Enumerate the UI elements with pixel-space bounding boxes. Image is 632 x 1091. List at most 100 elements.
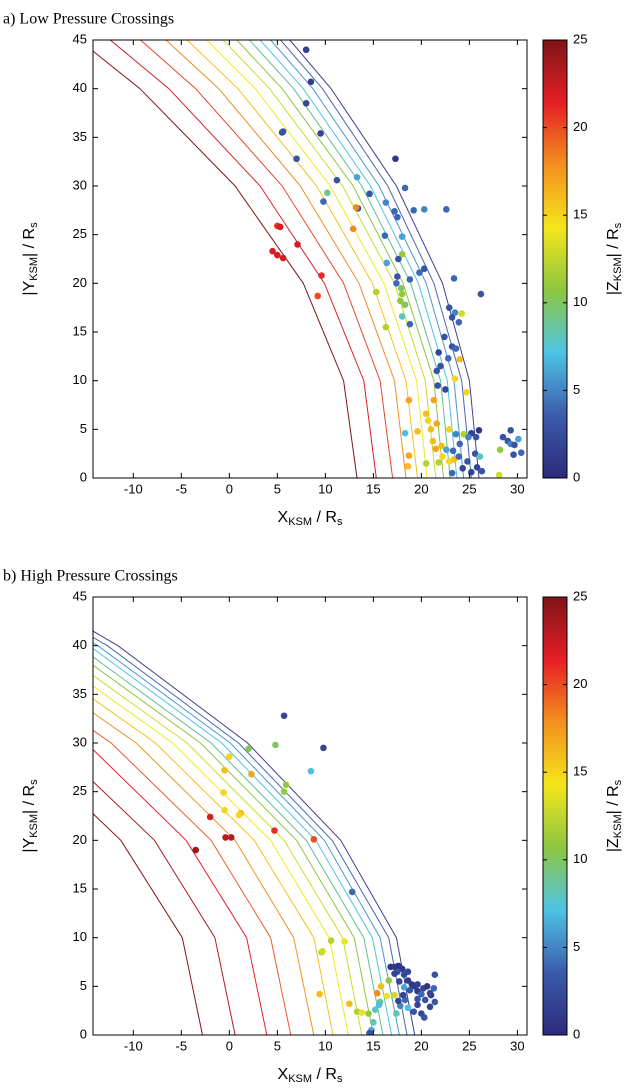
crossing-point xyxy=(443,446,450,454)
points xyxy=(192,712,439,1035)
crossing-point xyxy=(391,208,398,215)
y-tick-label: 20 xyxy=(73,275,87,290)
crossing-point xyxy=(431,998,439,1006)
colorbar-tick-label: 20 xyxy=(573,676,587,691)
crossing-point xyxy=(455,318,463,326)
crossing-point xyxy=(406,276,414,283)
crossing-point xyxy=(438,442,445,450)
y-tick-label: 40 xyxy=(73,80,87,95)
crossing-point xyxy=(414,995,421,1003)
y-tick-label: 25 xyxy=(73,226,87,241)
plot-frame xyxy=(92,596,528,1036)
colorbar xyxy=(542,39,568,479)
crossing-point xyxy=(478,467,486,475)
crossing-point xyxy=(433,420,441,427)
crossing-point xyxy=(414,1001,421,1009)
crossing-point xyxy=(393,1010,400,1017)
crossing-point xyxy=(381,232,389,239)
crossing-point xyxy=(395,255,402,263)
model-curve xyxy=(93,50,358,478)
crossing-point xyxy=(280,788,288,795)
crossing-point xyxy=(410,1008,417,1015)
crossing-point xyxy=(404,968,412,976)
crossing-point xyxy=(511,441,518,449)
crossing-point xyxy=(352,204,360,211)
y-tick-label: 40 xyxy=(73,637,87,652)
crossing-point xyxy=(302,46,310,54)
crossing-point xyxy=(471,450,479,457)
crossing-point xyxy=(393,280,400,287)
x-tick-label: 25 xyxy=(462,481,476,496)
x-tick-label: 5 xyxy=(274,481,281,496)
model-curve xyxy=(93,674,363,1035)
crossing-point xyxy=(437,362,444,370)
crossing-point xyxy=(496,446,504,454)
crossing-point xyxy=(445,426,453,433)
crossing-point xyxy=(476,453,484,460)
points xyxy=(269,46,525,478)
crossing-point xyxy=(456,355,464,363)
plot-area xyxy=(93,597,527,1035)
axis-label: XKSM / Rs xyxy=(278,1066,343,1085)
y-tick-label: 10 xyxy=(73,929,87,944)
crossing-point xyxy=(441,333,448,341)
x-tick-label: 0 xyxy=(226,1038,233,1053)
axis-label: |ZKSM| / Rs xyxy=(605,779,624,852)
crossing-point xyxy=(279,254,287,262)
crossing-point xyxy=(472,433,480,441)
x-tick-label: 0 xyxy=(226,481,233,496)
crossing-point xyxy=(404,463,412,470)
y-tick-label: 35 xyxy=(73,129,87,144)
model-curve xyxy=(93,664,374,1035)
model-curve xyxy=(93,748,268,1035)
crossing-point xyxy=(307,767,315,775)
crossing-point xyxy=(274,251,281,259)
y-tick-label: 45 xyxy=(73,588,87,603)
x-tick-label: 20 xyxy=(414,1038,428,1053)
crossing-point xyxy=(222,834,229,841)
plot-area xyxy=(93,40,527,478)
crossing-point xyxy=(517,449,525,456)
crossing-point xyxy=(420,206,428,213)
crossing-point xyxy=(272,741,279,749)
colorbar-tick-label: 0 xyxy=(573,469,580,484)
x-tick-label: 15 xyxy=(366,1038,380,1053)
crossing-point xyxy=(416,269,423,276)
crossing-point xyxy=(452,345,460,352)
axis-label: |YKSM| / Rs xyxy=(21,779,40,853)
crossing-point xyxy=(463,389,470,396)
crossing-point xyxy=(317,130,324,137)
crossing-point xyxy=(383,259,391,267)
crossing-point xyxy=(431,971,439,978)
crossing-point xyxy=(420,265,428,273)
crossing-point xyxy=(401,184,409,192)
crossing-point xyxy=(391,991,398,999)
crossing-point xyxy=(377,983,385,990)
crossing-point xyxy=(406,320,414,328)
crossing-point xyxy=(318,272,325,279)
crossing-point xyxy=(346,1000,353,1008)
crossing-point xyxy=(394,273,401,280)
crossing-point xyxy=(426,989,434,997)
crossing-point xyxy=(349,225,357,233)
crossing-point xyxy=(430,396,438,404)
crossing-point xyxy=(227,834,235,841)
crossing-point xyxy=(365,1010,372,1017)
crossing-point xyxy=(445,304,453,311)
axis-label: |YKSM| / Rs xyxy=(21,222,40,296)
crossing-point xyxy=(452,430,460,438)
crossing-point xyxy=(269,247,276,255)
colorbar-tick-label: 5 xyxy=(573,382,580,397)
crossing-point xyxy=(510,451,517,458)
crossing-point xyxy=(429,437,437,445)
crossing-point xyxy=(371,1006,379,1013)
crossing-point xyxy=(414,981,421,988)
crossing-point xyxy=(320,744,327,752)
x-tick-label: 15 xyxy=(366,481,380,496)
crossing-point xyxy=(451,309,459,316)
crossing-point xyxy=(276,223,284,231)
crossing-point xyxy=(307,78,315,86)
crossing-point xyxy=(450,275,458,282)
crossing-point xyxy=(221,806,228,814)
